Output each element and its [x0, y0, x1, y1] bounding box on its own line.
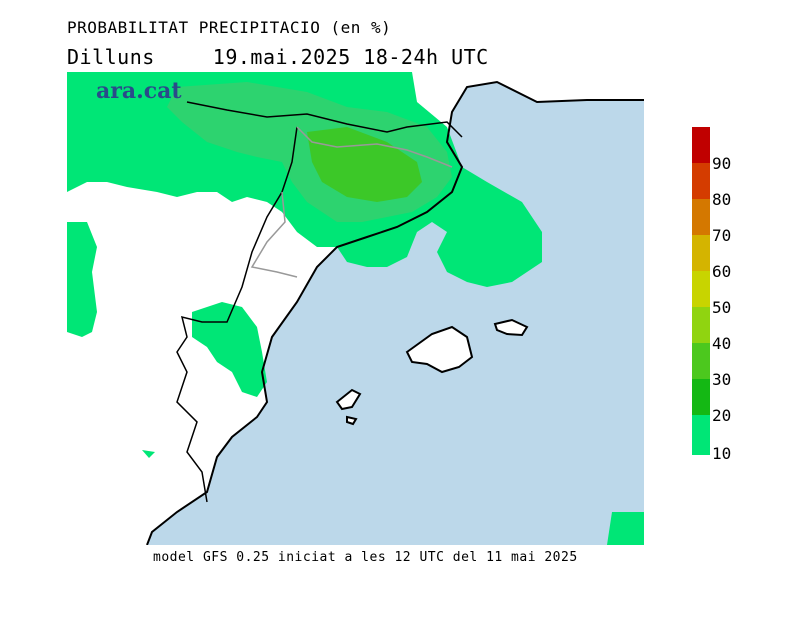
legend-label-50: 50 [712, 298, 732, 317]
legend-label-30: 30 [712, 370, 732, 389]
precip-zone-30 [307, 127, 422, 202]
legend-swatch-40-50 [692, 307, 710, 343]
chart-title: PROBABILITAT PRECIPITACIO (en %) [67, 18, 392, 37]
precip-zone-10-dot [142, 450, 155, 458]
legend-label-90: 90 [712, 154, 732, 173]
precip-zone-10-iberia [192, 302, 267, 397]
legend-swatch-50-60 [692, 271, 710, 307]
legend-swatch-30-40 [692, 343, 710, 379]
legend-swatch-20-30 [692, 379, 710, 415]
precip-zone-10-east [607, 512, 644, 545]
island-menorca [493, 318, 529, 337]
model-run-info: model GFS 0.25 iniciat a les 12 UTC del … [153, 550, 578, 565]
forecast-date-time: 19.mai.2025 18-24h UTC [212, 45, 489, 69]
country-border [176, 101, 463, 503]
precipitation-map [67, 72, 644, 545]
legend-swatch-60-70 [692, 235, 710, 271]
precipitation-legend [692, 127, 710, 455]
aracat-logo: ara.cat [96, 78, 182, 104]
legend-swatch-10-20 [692, 415, 710, 455]
island-formentera [346, 415, 358, 426]
legend-swatch-80-90 [692, 163, 710, 199]
island-ibiza [335, 388, 362, 411]
legend-label-80: 80 [712, 190, 732, 209]
legend-label-10: 10 [712, 444, 732, 463]
legend-label-40: 40 [712, 334, 732, 353]
legend-swatch-70-80 [692, 199, 710, 235]
island-mallorca [405, 325, 474, 374]
forecast-period: Dilluns 19.mai.2025 18-24h UTC [67, 45, 489, 69]
legend-label-70: 70 [712, 226, 732, 245]
forecast-day: Dilluns [67, 45, 155, 69]
precip-zone-10-west [67, 222, 97, 337]
coastline [146, 80, 644, 545]
legend-label-20: 20 [712, 406, 732, 425]
legend-swatch-90-100 [692, 127, 710, 163]
regional-border [250, 126, 453, 278]
legend-label-60: 60 [712, 262, 732, 281]
